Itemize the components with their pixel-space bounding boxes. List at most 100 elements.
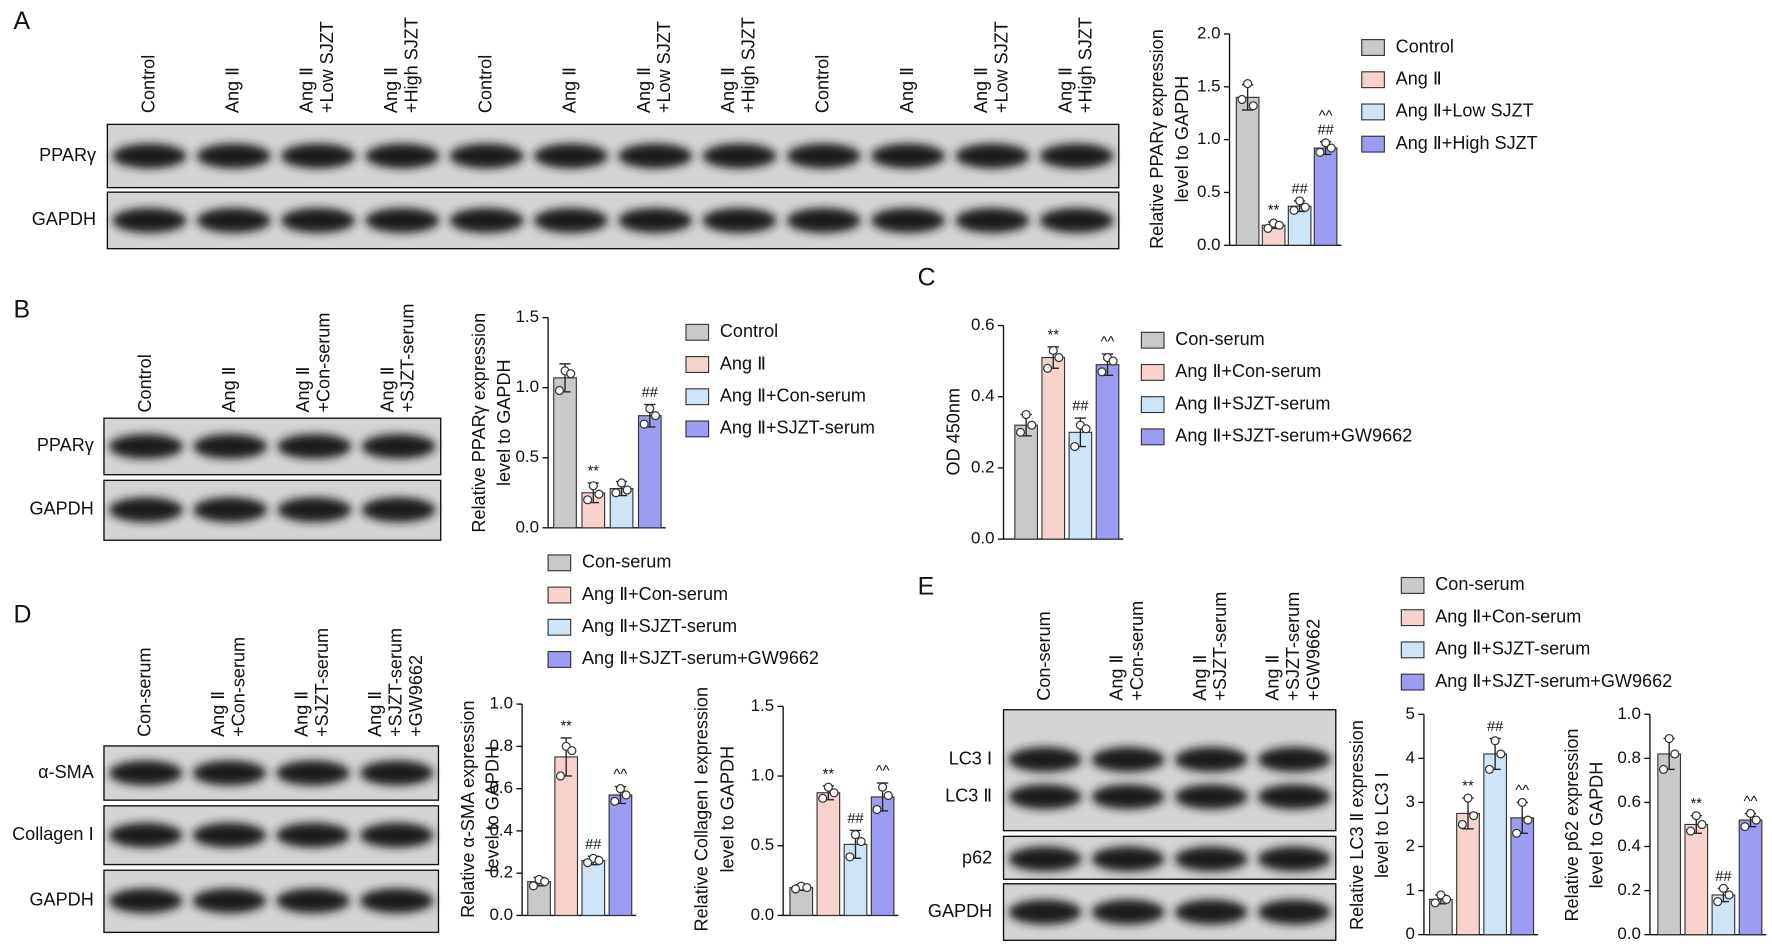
y-tick-label: 1.0 <box>516 377 540 396</box>
y-tick-label: 0.8 <box>490 736 514 755</box>
significance: ** <box>823 766 835 782</box>
row-label: GAPDH <box>30 499 94 519</box>
y-axis-label: level to GAPDH <box>1587 762 1607 889</box>
bar <box>608 794 633 916</box>
y-axis-label: Relative α-SMA expression <box>458 700 478 917</box>
band <box>618 207 693 233</box>
row-label: PPARγ <box>39 145 96 165</box>
legend-swatch <box>1400 641 1425 659</box>
panel-letter: B <box>14 295 31 323</box>
band <box>359 822 434 848</box>
y-tick-label: 0.0 <box>516 517 540 536</box>
data-point <box>622 485 632 495</box>
data-point <box>1043 363 1053 373</box>
bar <box>870 796 895 917</box>
data-point <box>1321 138 1331 148</box>
data-point <box>1289 205 1299 215</box>
lane-label: Ang Ⅱ <box>634 67 654 113</box>
panel-letter: E <box>918 572 935 600</box>
data-point <box>610 796 620 806</box>
data-point <box>1027 420 1037 430</box>
data-point <box>1054 352 1064 363</box>
data-point <box>583 495 593 505</box>
band <box>786 143 861 169</box>
row-label: p62 <box>962 848 992 868</box>
band <box>365 207 440 233</box>
band <box>533 207 609 233</box>
band <box>109 497 184 523</box>
legend-label: Ang Ⅱ+Con-serum <box>582 584 728 604</box>
lane-label: Ang Ⅱ <box>381 67 401 113</box>
y-tick-label: 0.6 <box>971 315 995 334</box>
band <box>870 143 946 169</box>
band <box>1174 846 1248 872</box>
band <box>786 207 861 233</box>
panel-letter: A <box>14 7 31 35</box>
y-axis-label: level to LC3 Ⅰ <box>1372 772 1392 878</box>
y-tick-label: 0.2 <box>1617 880 1641 899</box>
row-label: GAPDH <box>32 209 96 229</box>
lane-label: +Con-serum <box>1127 601 1147 701</box>
y-axis-label: level to GAPDH <box>494 359 514 486</box>
legend-swatch <box>1140 331 1165 349</box>
y-tick-label: 0.2 <box>971 457 995 476</box>
data-point <box>615 784 626 794</box>
significance: ## <box>585 837 602 853</box>
data-point <box>850 830 861 840</box>
row-label: GAPDH <box>30 890 94 910</box>
legend-label: Ang Ⅱ+SJZT-serum <box>1435 639 1590 659</box>
band <box>359 760 434 786</box>
y-tick-label: 0.6 <box>1617 792 1641 811</box>
data-point <box>791 884 801 894</box>
legend-label: Ang Ⅱ+Low SJZT <box>1396 101 1534 121</box>
data-point <box>567 746 577 756</box>
data-point <box>1048 345 1058 356</box>
data-point <box>1658 764 1669 774</box>
band <box>1091 846 1165 872</box>
data-point <box>818 793 828 803</box>
lane-label: +Low SJZT <box>654 21 674 113</box>
band <box>1008 784 1082 810</box>
data-point <box>1463 793 1473 803</box>
y-axis-label: Relative PPARγ expression <box>1147 29 1167 249</box>
band <box>276 760 350 786</box>
data-point <box>566 369 576 379</box>
band <box>193 497 268 523</box>
row-label: Collagen Ⅰ <box>12 824 94 844</box>
band <box>361 497 436 523</box>
lane-label: +SJZT-serum <box>312 628 332 737</box>
band <box>1091 747 1165 772</box>
legend-swatch <box>1361 103 1385 121</box>
data-point <box>554 385 564 396</box>
y-tick-label: 0.5 <box>751 835 775 854</box>
lane-label: Ang Ⅱ <box>223 67 243 113</box>
data-point <box>1718 883 1728 893</box>
band <box>109 434 184 459</box>
y-tick-label: 0.5 <box>516 447 540 466</box>
data-point <box>1108 356 1118 366</box>
lane-label: Ang Ⅱ <box>293 366 313 412</box>
lane-label: Ang Ⅱ <box>292 691 312 737</box>
legend-swatch <box>685 323 710 341</box>
lane-label: Ang Ⅱ <box>1263 655 1283 701</box>
lane-label: +Con-serum <box>313 313 333 413</box>
bar <box>1684 823 1709 936</box>
legend-swatch <box>1140 428 1165 446</box>
legend-label: Ang Ⅱ+SJZT-serum <box>720 418 875 438</box>
significance: ** <box>1462 779 1474 795</box>
data-point <box>1517 797 1527 808</box>
lane-label: Ang Ⅱ <box>718 67 738 113</box>
band <box>1039 207 1114 233</box>
data-point <box>856 836 866 847</box>
y-tick-label: 1 <box>1405 880 1414 899</box>
data-point <box>528 881 538 891</box>
significance: ## <box>1715 869 1732 885</box>
data-point <box>829 788 839 798</box>
y-tick-label: 1.0 <box>1617 704 1641 723</box>
lane-label: +SJZT-serum <box>1283 592 1303 701</box>
legend-label: Ang Ⅱ+Con-serum <box>720 385 866 405</box>
lane-label: Ang Ⅱ <box>560 67 580 113</box>
y-axis-label: level to GAPDH <box>483 746 503 873</box>
lane-label: Ang Ⅱ <box>1190 655 1210 701</box>
